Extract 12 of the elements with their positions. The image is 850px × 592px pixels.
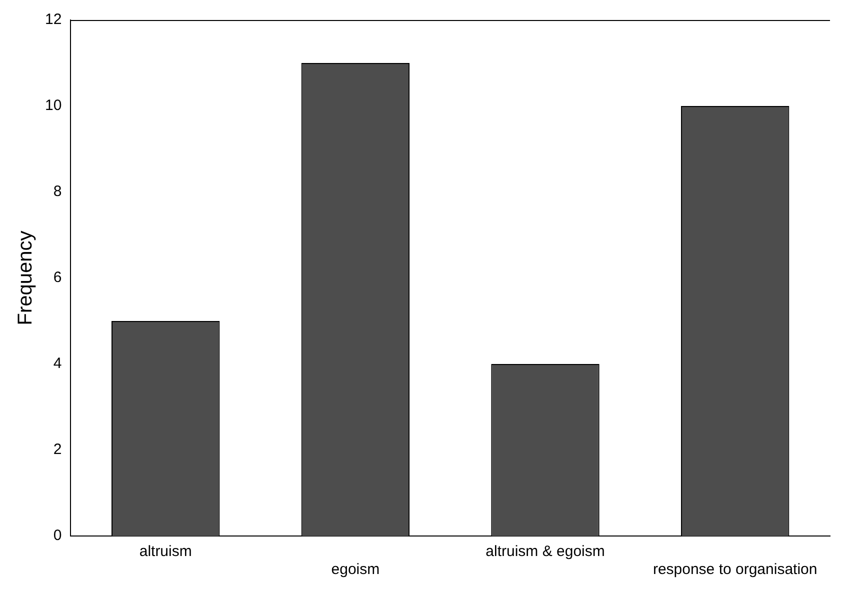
- y-tick-label: 0: [53, 527, 62, 544]
- y-tick-label: 4: [53, 355, 62, 372]
- x-tick-label: egoism: [331, 561, 380, 578]
- y-tick-label: 8: [53, 183, 62, 200]
- y-tick-label: 10: [44, 97, 62, 114]
- x-tick-label: altruism: [139, 543, 192, 560]
- x-tick-label: altruism & egoism: [486, 543, 605, 560]
- y-axis-title: Frequency: [14, 230, 37, 326]
- y-tick-label: 12: [44, 11, 62, 28]
- x-tick-label: response to organisation: [652, 561, 818, 578]
- y-tick-label: 2: [53, 441, 62, 458]
- y-tick-label: 6: [53, 269, 62, 286]
